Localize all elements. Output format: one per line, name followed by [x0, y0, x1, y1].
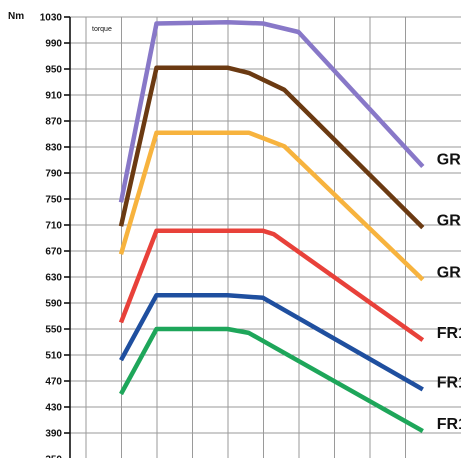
series-labels: GR2107 GR184 GR165 FR1361 FR118 FR1031 [437, 152, 461, 434]
series-label-fr1031: FR1031 [437, 416, 461, 433]
y-tick-label: 350 [45, 455, 62, 458]
series-label-gr165: GR165 [437, 265, 461, 282]
y-tick-label: 830 [45, 143, 62, 154]
y-axis: 1030 990 950 910 870 830 790 750 710 670 630 590 550… [40, 13, 71, 458]
y-tick-label: 430 [45, 403, 62, 414]
series-label-fr1361: FR1361 [437, 325, 461, 342]
series-label-fr118: FR118 [437, 374, 461, 391]
series-label-gr2107: GR2107 [437, 152, 461, 169]
y-tick-label: 710 [45, 221, 62, 232]
y-tick-label: 990 [45, 39, 62, 50]
y-tick-label: 510 [45, 351, 62, 362]
series-label-gr184: GR184 [437, 213, 461, 230]
y-tick-label: 870 [45, 117, 62, 128]
series-lines [118, 19, 425, 434]
series-line-fr1031 [119, 326, 424, 434]
y-tick-label: 750 [45, 195, 62, 206]
inner-torque-label: torque [92, 26, 112, 33]
y-tick-label: 910 [45, 91, 62, 102]
series-line-fr1361 [118, 228, 425, 342]
y-tick-label: 470 [45, 377, 62, 388]
series-line-fr118 [119, 292, 424, 392]
y-tick-label: 590 [45, 299, 62, 310]
y-tick-label: 790 [45, 169, 62, 180]
y-unit-label: Nm [8, 11, 24, 22]
y-tick-label: 390 [45, 429, 62, 440]
y-tick-label: 670 [45, 247, 62, 258]
series-line-gr165 [118, 130, 425, 282]
y-tick-label: 630 [45, 273, 62, 284]
series-line-gr2107 [118, 19, 425, 203]
grid [70, 16, 461, 458]
y-tick-label: 1030 [40, 13, 63, 24]
series-line-gr184 [118, 65, 425, 230]
y-tick-label: 550 [45, 325, 62, 336]
y-tick-label: 950 [45, 65, 62, 76]
